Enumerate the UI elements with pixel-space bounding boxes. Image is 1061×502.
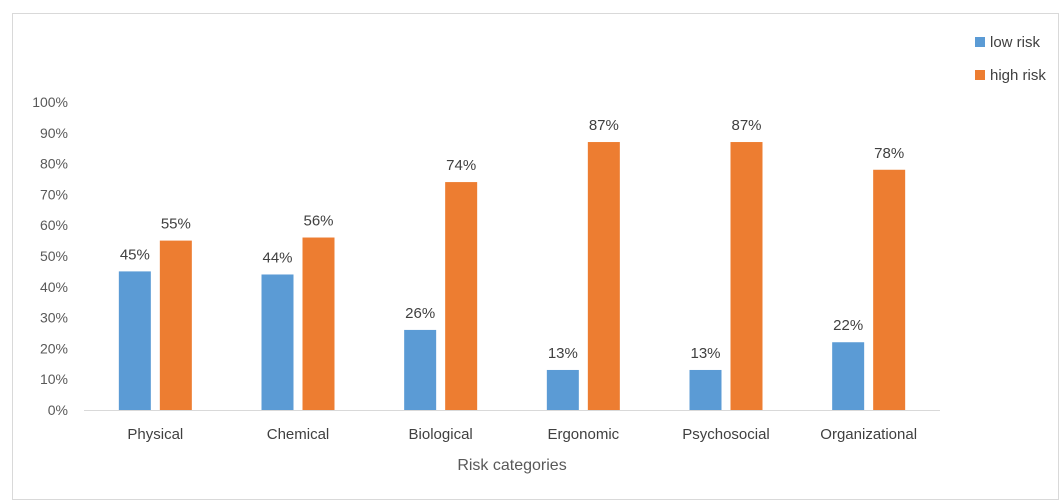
data-labels: 45% 55% 44% 56% 26% 74% 13% 87% 13% 87% 22% 78% — [120, 117, 904, 362]
bar-low-risk-psychosocial — [689, 369, 722, 410]
y-axis: 0% 10% 20% 30% 40% 50% 60% 70% 80% 90% 100% — [32, 94, 68, 418]
legend-swatch — [975, 37, 985, 47]
y-tick-label: 50% — [40, 248, 68, 264]
y-tick-label: 20% — [40, 340, 68, 356]
legend-swatch — [975, 70, 985, 80]
x-tick-label: Organizational — [820, 426, 917, 443]
y-tick-label: 90% — [40, 125, 68, 141]
legend-label: low risk — [990, 34, 1041, 51]
data-label: 13% — [548, 345, 578, 362]
bar-high-risk-ergonomic — [587, 142, 620, 411]
data-label: 56% — [303, 213, 333, 230]
bars — [118, 142, 906, 411]
y-tick-label: 80% — [40, 156, 68, 172]
x-axis-title: Risk categories — [457, 457, 566, 474]
bar-high-risk-organizational — [873, 169, 906, 410]
data-label: 22% — [833, 317, 863, 334]
y-tick-label: 10% — [40, 371, 68, 387]
bar-low-risk-physical — [118, 271, 151, 410]
x-tick-label: Psychosocial — [682, 426, 770, 443]
data-label: 13% — [690, 345, 720, 362]
bar-low-risk-ergonomic — [546, 369, 579, 410]
x-tick-label: Biological — [409, 426, 473, 443]
y-tick-label: 60% — [40, 217, 68, 233]
bar-high-risk-biological — [445, 182, 478, 410]
data-label: 44% — [262, 249, 292, 266]
data-label: 87% — [731, 117, 761, 134]
x-axis: Physical Chemical Biological Ergonomic Psych… — [84, 410, 940, 443]
bar-low-risk-biological — [404, 329, 437, 410]
data-label: 78% — [874, 145, 904, 162]
data-label: 87% — [589, 117, 619, 134]
bar-high-risk-psychosocial — [730, 142, 763, 411]
x-tick-label: Physical — [127, 426, 183, 443]
data-label: 45% — [120, 246, 150, 263]
bar-low-risk-chemical — [261, 274, 294, 410]
legend-label: high risk — [990, 67, 1046, 84]
y-tick-label: 100% — [32, 94, 68, 110]
x-tick-label: Ergonomic — [547, 426, 619, 443]
bar-low-risk-organizational — [832, 342, 865, 410]
bar-high-risk-chemical — [302, 237, 335, 410]
x-tick-label: Chemical — [267, 426, 330, 443]
y-tick-label: 40% — [40, 279, 68, 295]
y-tick-label: 30% — [40, 310, 68, 326]
legend: low risk high risk — [975, 34, 1046, 84]
y-tick-label: 0% — [48, 402, 68, 418]
bar-high-risk-physical — [159, 240, 192, 410]
data-label: 26% — [405, 305, 435, 322]
data-label: 74% — [446, 157, 476, 174]
y-tick-label: 70% — [40, 186, 68, 202]
data-label: 55% — [161, 216, 191, 233]
